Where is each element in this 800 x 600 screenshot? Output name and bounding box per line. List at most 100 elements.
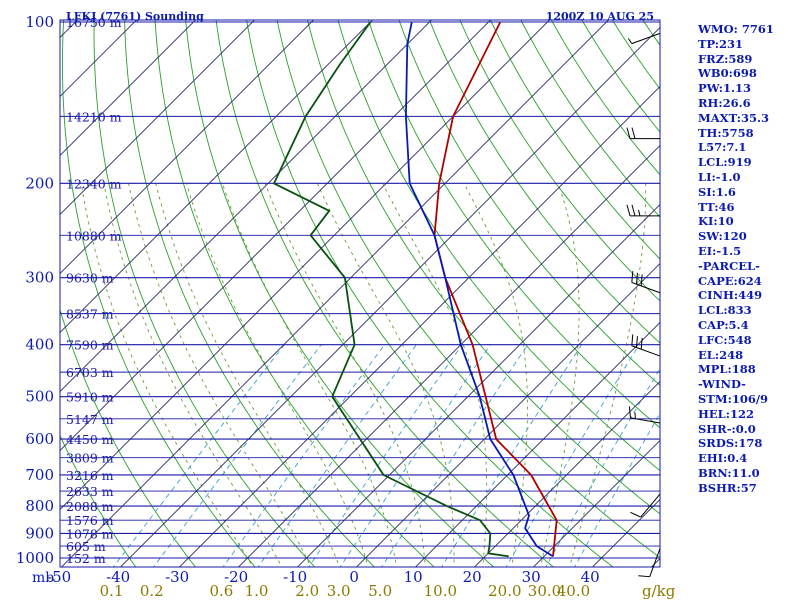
- wind-barb-feather: [628, 406, 631, 418]
- index-item: TT:46: [698, 199, 735, 214]
- wind-barb-feather: [640, 337, 643, 350]
- wind-barb-feather: [631, 334, 634, 346]
- moist-adiabat-line: [317, 183, 455, 567]
- isotherm-line: [414, 321, 660, 567]
- wind-barb: [626, 204, 660, 217]
- mixing-ratio-line: [257, 344, 417, 567]
- wind-barb: [631, 271, 661, 294]
- index-item: -PARCEL-: [698, 258, 760, 273]
- temperature-tick-label: 10: [404, 568, 423, 586]
- index-item: STM:106/9: [698, 391, 769, 406]
- index-item: EHI:0.4: [698, 451, 748, 466]
- index-item: LCL:919: [698, 155, 752, 170]
- wind-barb: [630, 493, 661, 518]
- wind-barb-feather: [631, 127, 636, 139]
- dry-adiabat-line: [337, 20, 660, 472]
- mixing-ratio-line: [381, 344, 529, 567]
- height-label: 5910 m: [66, 390, 114, 405]
- index-item: SRDS:178: [698, 436, 763, 451]
- dry-adiabat-line: [62, 20, 256, 567]
- index-item: LCL:833: [698, 303, 752, 318]
- mixing-ratio-tick-label: 30.0: [528, 582, 561, 600]
- wind-barb-feather: [626, 204, 631, 217]
- index-item: KI:10: [698, 214, 734, 229]
- wind-barb-feather: [631, 204, 636, 217]
- mixing-ratio-line: [545, 367, 660, 567]
- height-label: 16750 m: [66, 15, 122, 30]
- height-label: 2088 m: [66, 499, 114, 514]
- index-item: MPL:188: [698, 362, 756, 377]
- dry-adiabat-line: [429, 20, 660, 344]
- wind-barb: [626, 127, 660, 140]
- pressure-tick-label: 200: [25, 174, 54, 192]
- index-item: CINH:449: [698, 288, 763, 303]
- isotherm-line: [60, 20, 492, 452]
- wind-barb-staff: [631, 32, 661, 45]
- mixing-ratio-tick-label: 2.0: [295, 582, 319, 600]
- index-item: L57:7.1: [698, 140, 747, 155]
- isotherm-line: [60, 20, 374, 334]
- mixing-ratio-tick-label: 0.6: [209, 582, 233, 600]
- wind-barbs: [626, 32, 661, 578]
- isotherm-line: [119, 26, 660, 567]
- moist-adiabats: [80, 183, 647, 567]
- index-item: EI:-1.5: [698, 243, 742, 258]
- index-item: WB0:698: [698, 66, 757, 81]
- mixing-ratio-line: [574, 412, 660, 567]
- isotherm-line: [60, 20, 197, 157]
- mixing-ratio-tick-label: 1.0: [245, 582, 269, 600]
- background-grid: [60, 20, 660, 567]
- wind-barb-feather: [640, 274, 643, 286]
- wind-barb-half-feather: [638, 209, 641, 217]
- temperature-tick-label: 0: [349, 568, 359, 586]
- dry-adiabat-line: [398, 20, 660, 386]
- moist-adiabat-line: [569, 183, 647, 567]
- moist-adiabat-line: [155, 183, 341, 567]
- temperature-tick-label: 40: [581, 568, 600, 586]
- isotherm-line: [60, 20, 256, 216]
- dry-adiabat-line: [459, 20, 660, 302]
- temperature-tick-label: -30: [165, 568, 189, 586]
- height-label: 1576 m: [66, 513, 114, 528]
- mixing-ratio-line: [308, 344, 463, 567]
- index-item: BSHR:57: [698, 480, 757, 495]
- index-item: LI:-1.0: [698, 169, 741, 184]
- chart-datetime: 1200Z 10 AUG 25: [546, 10, 654, 23]
- height-label: 152 m: [66, 551, 106, 566]
- mixing-ratio-tick-label: 10.0: [424, 582, 457, 600]
- moist-adiabat-line: [382, 183, 488, 567]
- height-label: 10880 m: [66, 228, 122, 243]
- sounding-indices-panel: WMO: 7761 TP:231 FRZ:589 WB0:698 PW:1.13 RH:2…: [698, 22, 798, 496]
- mixing-ratio-line: [441, 344, 582, 567]
- mixing-ratio-tick-label: 5.0: [368, 582, 392, 600]
- mixing-ratio-line: [505, 344, 640, 567]
- height-label: 3809 m: [66, 451, 114, 466]
- parcel-trace: [404, 21, 554, 558]
- moist-adiabat-line: [221, 183, 398, 567]
- temperature-tick-label: -40: [106, 568, 130, 586]
- wind-barb-feather: [626, 127, 631, 139]
- dry-adiabat-line: [154, 20, 435, 567]
- index-item: PW:1.13: [698, 81, 752, 96]
- isotherm-line: [60, 20, 610, 567]
- height-label: 4450 m: [66, 432, 114, 447]
- index-item: SHR-:0.0: [698, 421, 756, 436]
- index-item: MAXT:35.3: [698, 110, 769, 125]
- mixing-ratio-axis-labels: 0.1 0.2 0.6 1.0 2.0 3.0 5.0 10.0 20.0 30.040.0: [100, 582, 590, 600]
- chart-title: LFKJ (7761) Sounding: [66, 10, 204, 23]
- dry-adiabat-line: [489, 20, 660, 260]
- isotherm-line: [473, 380, 660, 567]
- dry-adiabat-line: [60, 434, 137, 567]
- wind-barb: [631, 334, 661, 357]
- mixing-ratio-line: [222, 344, 385, 567]
- mixing-ratio-line: [339, 344, 491, 567]
- isotherm-line: [60, 20, 315, 275]
- temperature-tick-label: -50: [47, 568, 71, 586]
- pressure-tick-label: 900: [25, 524, 54, 542]
- height-label: 7590 m: [66, 338, 114, 353]
- dry-adiabat-line: [185, 20, 495, 567]
- mixing-ratio-tick-label: 40.0: [557, 582, 590, 600]
- height-label: 1078 m: [66, 526, 114, 541]
- height-label: 605 m: [66, 539, 106, 554]
- index-item: CAP:5.4: [698, 317, 749, 332]
